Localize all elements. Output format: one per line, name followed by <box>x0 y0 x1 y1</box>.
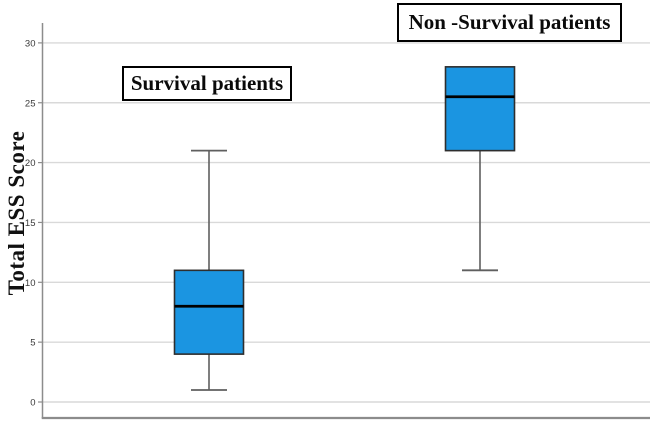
y-tick-label-25: 25 <box>25 98 36 109</box>
y-tick-label-30: 30 <box>25 38 36 49</box>
y-tick-label-10: 10 <box>25 278 36 289</box>
iqr-box-survival <box>173 269 245 355</box>
category-label-survival: Survival patients <box>122 66 292 101</box>
y-tick-label-20: 20 <box>25 158 36 169</box>
boxplot-survival <box>173 149 245 391</box>
category-label-non-survival: Non -Survival patients <box>397 3 622 42</box>
boxplot-non-survival <box>444 66 516 272</box>
y-tick-label-15: 15 <box>25 218 36 229</box>
iqr-box-non-survival <box>444 66 516 152</box>
y-tick-label-0: 0 <box>30 398 35 409</box>
y-tick-label-5: 5 <box>30 338 35 349</box>
